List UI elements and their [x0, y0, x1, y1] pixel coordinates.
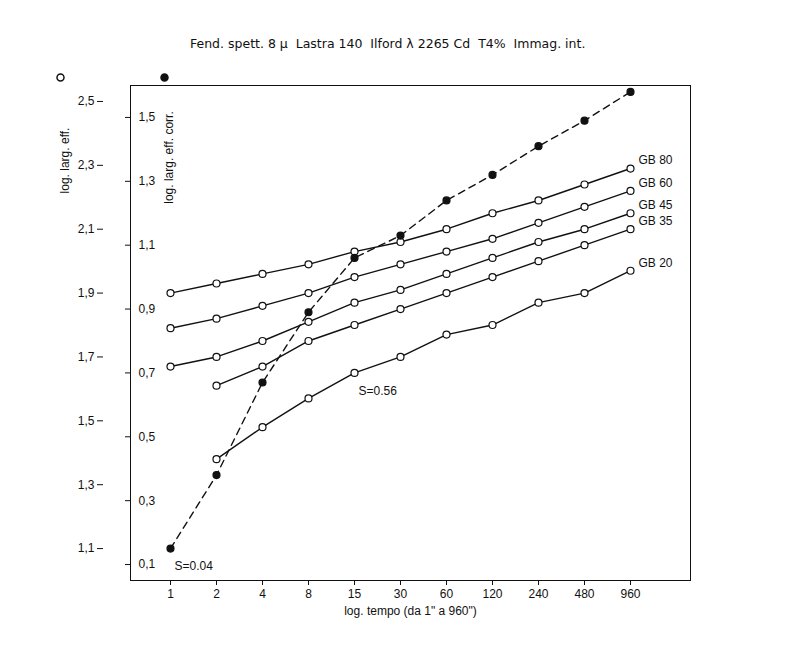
svg-text:960: 960 [620, 587, 640, 601]
svg-text:1,7: 1,7 [78, 350, 95, 364]
svg-text:log. larg. eff.: log. larg. eff. [58, 128, 72, 194]
svg-text:60: 60 [440, 587, 454, 601]
svg-text:2,5: 2,5 [78, 94, 95, 108]
svg-text:1,1: 1,1 [139, 238, 156, 252]
svg-text:GB 60: GB 60 [639, 176, 673, 190]
svg-text:2,1: 2,1 [78, 222, 95, 236]
svg-text:0,7: 0,7 [139, 366, 156, 380]
svg-text:log. larg. eff. corr.: log. larg. eff. corr. [162, 111, 176, 204]
svg-text:1: 1 [167, 587, 174, 601]
svg-text:120: 120 [482, 587, 502, 601]
svg-text:480: 480 [574, 587, 594, 601]
svg-text:GB 20: GB 20 [639, 256, 673, 270]
svg-text:8: 8 [305, 587, 312, 601]
svg-text:2,3: 2,3 [78, 158, 95, 172]
html-text:Fend. spett. 8 µ Lastra 140 Il: Fend. spett. 8 µ Lastra 140 Ilford λ 226… [190, 36, 586, 51]
svg-text:30: 30 [394, 587, 408, 601]
svg-text:2: 2 [213, 587, 220, 601]
svg-text:1,3: 1,3 [139, 174, 156, 188]
svg-text:1,5: 1,5 [139, 110, 156, 124]
svg-text:log. tempo (da 1" a 960"): log. tempo (da 1" a 960") [344, 604, 477, 618]
svg-text:GB 35: GB 35 [639, 214, 673, 228]
svg-text:1,5: 1,5 [78, 414, 95, 428]
svg-text:1,9: 1,9 [78, 286, 95, 300]
svg-text:240: 240 [528, 587, 548, 601]
svg-text:4: 4 [259, 587, 266, 601]
svg-text:GB 45: GB 45 [639, 198, 673, 212]
svg-text:S=0.04: S=0.04 [175, 559, 214, 573]
svg-text:S=0.56: S=0.56 [359, 384, 398, 398]
svg-text:15: 15 [348, 587, 362, 601]
svg-text:GB 80: GB 80 [639, 153, 673, 167]
svg-text:1,1: 1,1 [78, 541, 95, 555]
svg-text:0,3: 0,3 [139, 494, 156, 508]
svg-text:1,3: 1,3 [78, 478, 95, 492]
svg-text:0,1: 0,1 [139, 557, 156, 571]
svg-text:0,5: 0,5 [139, 430, 156, 444]
svg-text:0,9: 0,9 [139, 302, 156, 316]
